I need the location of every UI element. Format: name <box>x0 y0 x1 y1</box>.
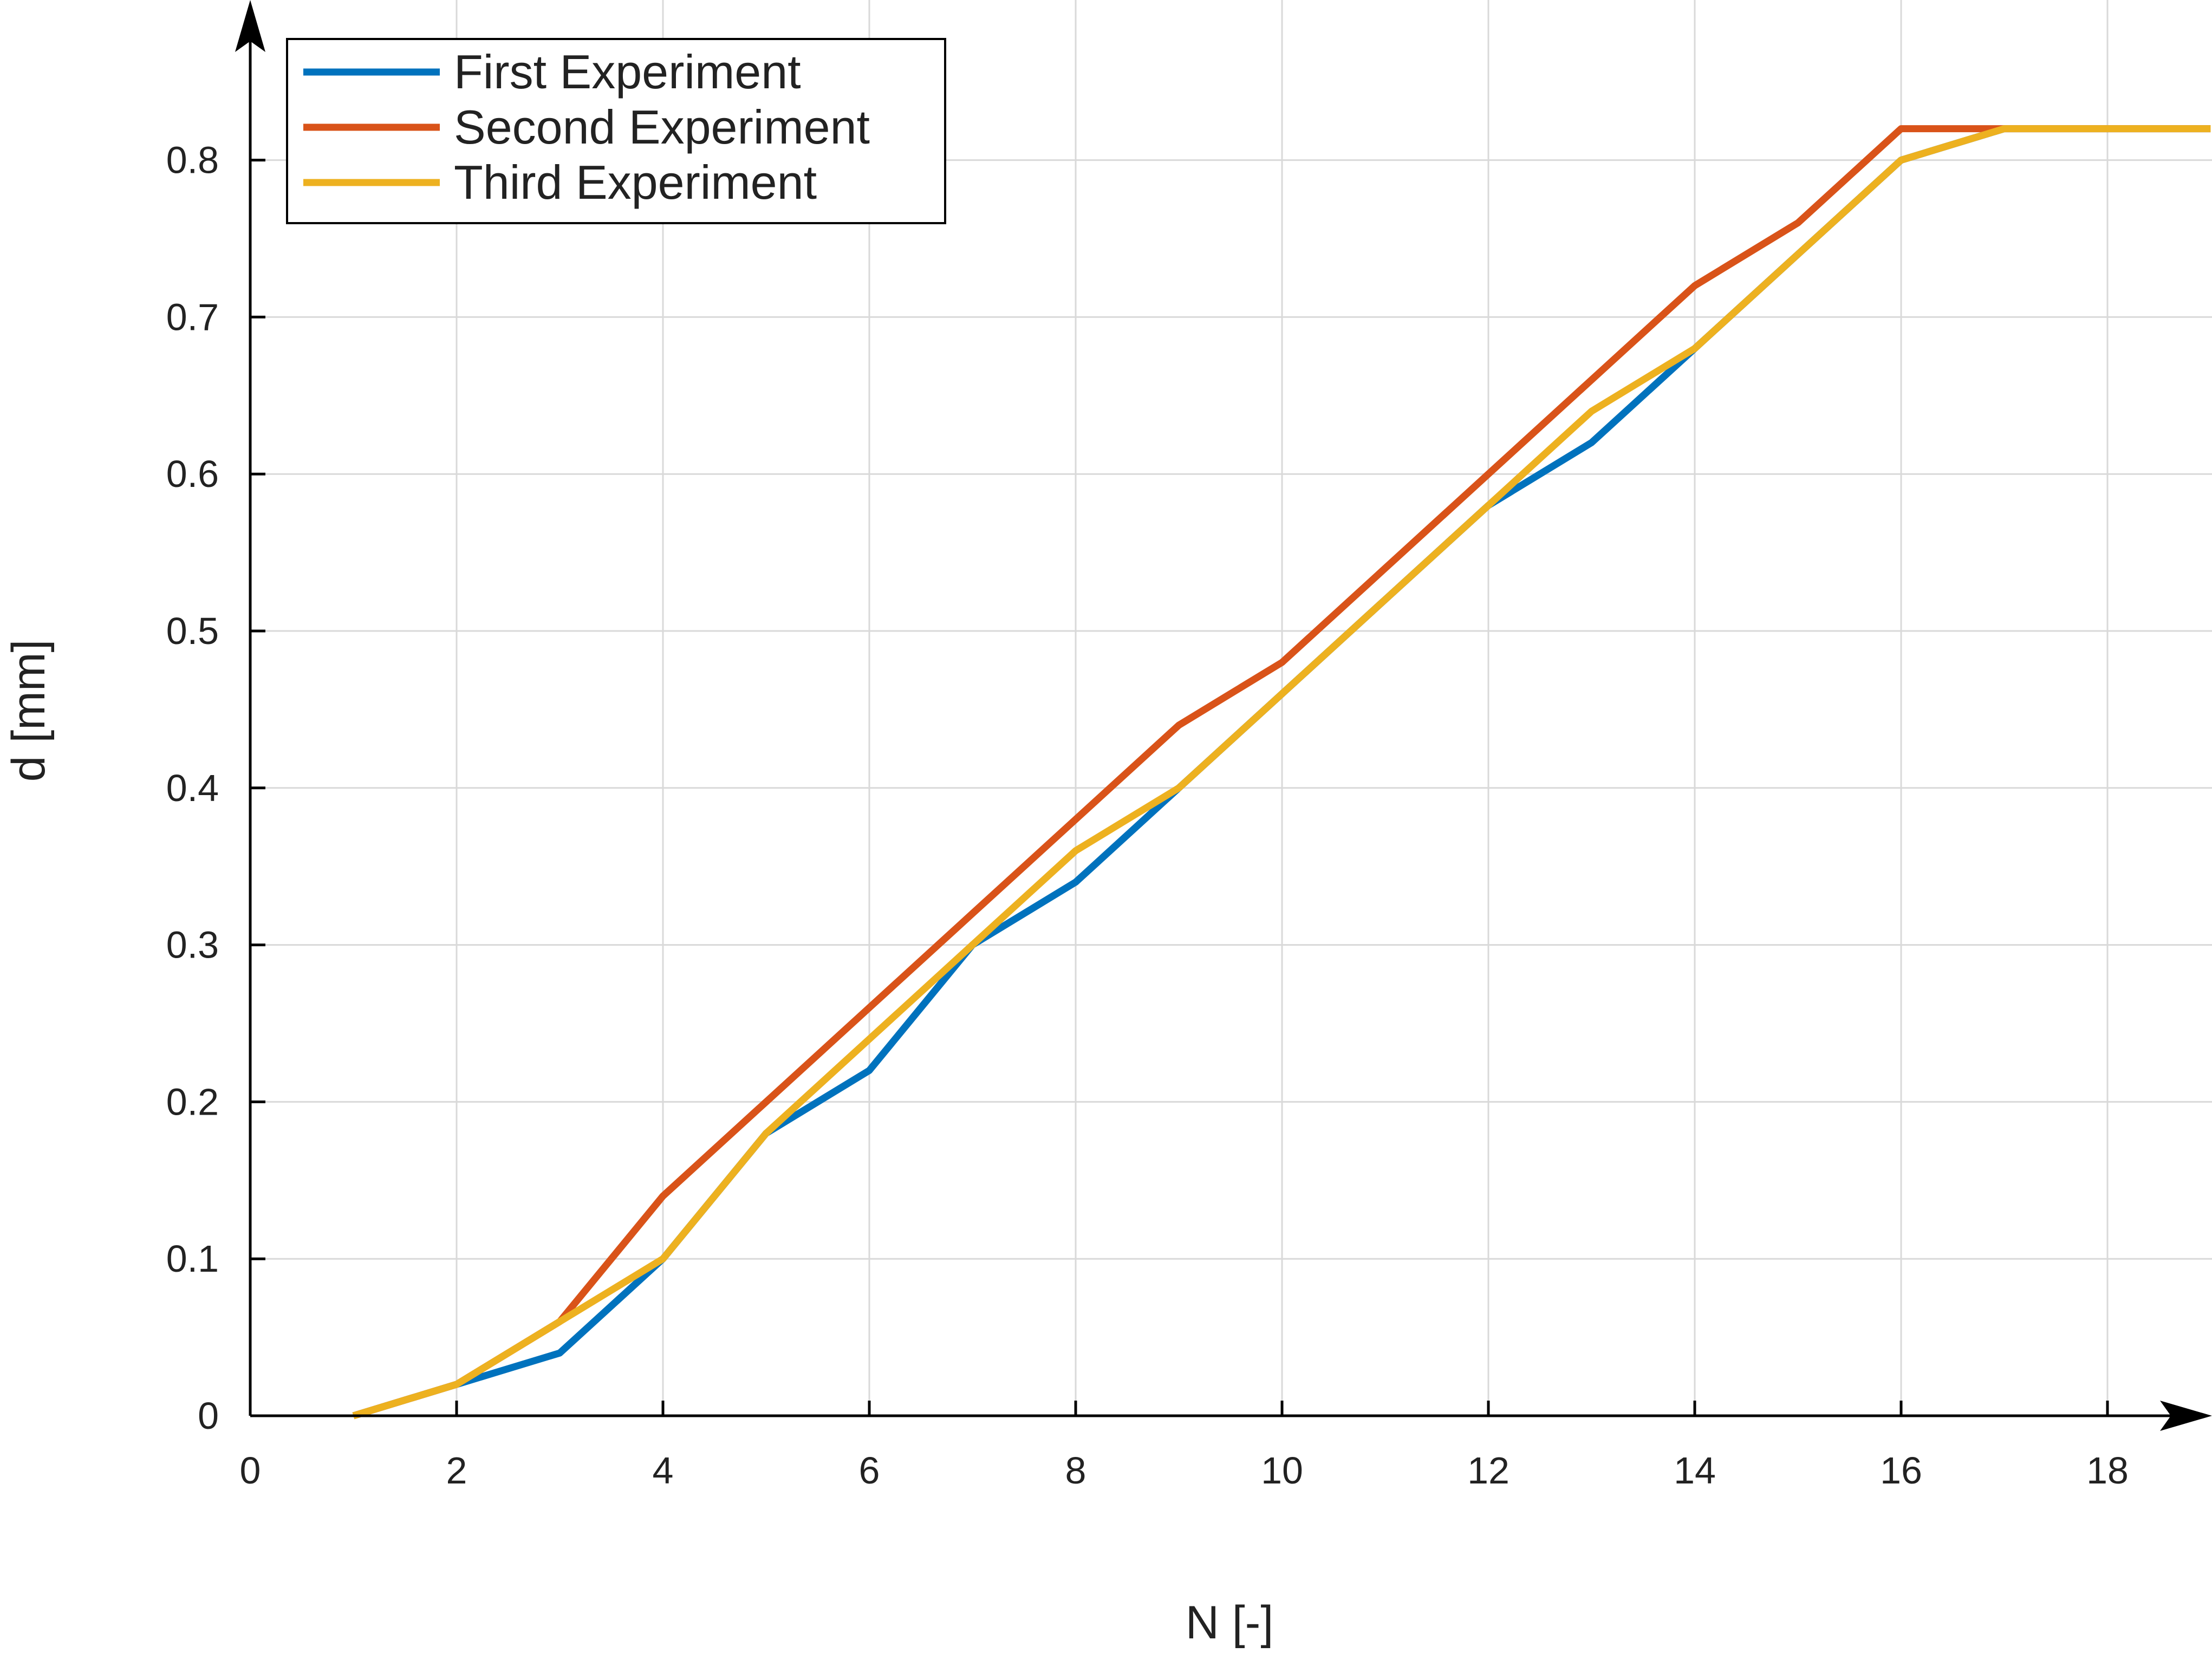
x-tick-label: 18 <box>2086 1449 2129 1492</box>
legend-label-second-experiment: Second Experiment <box>454 100 870 154</box>
series-line-third-experiment <box>352 125 2211 1420</box>
y-tick-label: 0.3 <box>166 924 219 966</box>
y-tick-label: 0.1 <box>166 1238 219 1280</box>
x-tick-label: 12 <box>1467 1449 1510 1492</box>
x-axis-arrow <box>2160 1401 2212 1431</box>
y-tick-label: 0.7 <box>166 296 219 338</box>
y-axis-title: d [mm] <box>3 640 55 782</box>
x-tick-label: 8 <box>1065 1449 1087 1492</box>
x-tick-label: 14 <box>1674 1449 1716 1492</box>
series-line-second-experiment <box>352 125 2211 1420</box>
grid <box>250 0 2212 1416</box>
legend-label-first-experiment: First Experiment <box>454 45 801 99</box>
x-tick-label: 2 <box>446 1449 467 1492</box>
y-tick-label: 0.2 <box>166 1081 219 1123</box>
y-tick-label: 0.5 <box>166 610 219 652</box>
legend-label-third-experiment: Third Experiment <box>454 155 817 209</box>
y-tick-label: 0.4 <box>166 767 219 809</box>
series-lines <box>352 125 2211 1420</box>
legend: First Experiment Second Experiment Third… <box>286 38 946 224</box>
x-tick-label: 4 <box>653 1449 674 1492</box>
x-tick-label: 16 <box>1880 1449 1922 1492</box>
y-tick-label: 0 <box>198 1395 219 1437</box>
x-tick-label: 6 <box>859 1449 880 1492</box>
y-axis-arrow <box>235 0 265 52</box>
tick-labels: 0 2 4 6 8 10 12 14 16 18 0 0.1 0.2 0.3 0.4 0.5 0.6 0.7 0.8 <box>166 139 2129 1492</box>
x-tick-label: 0 <box>240 1449 261 1492</box>
axes <box>235 0 2212 1431</box>
y-tick-label: 0.8 <box>166 139 219 181</box>
x-tick-label: 10 <box>1261 1449 1303 1492</box>
x-axis-title: N [-] <box>1186 1597 1273 1649</box>
y-tick-label: 0.6 <box>166 453 219 495</box>
